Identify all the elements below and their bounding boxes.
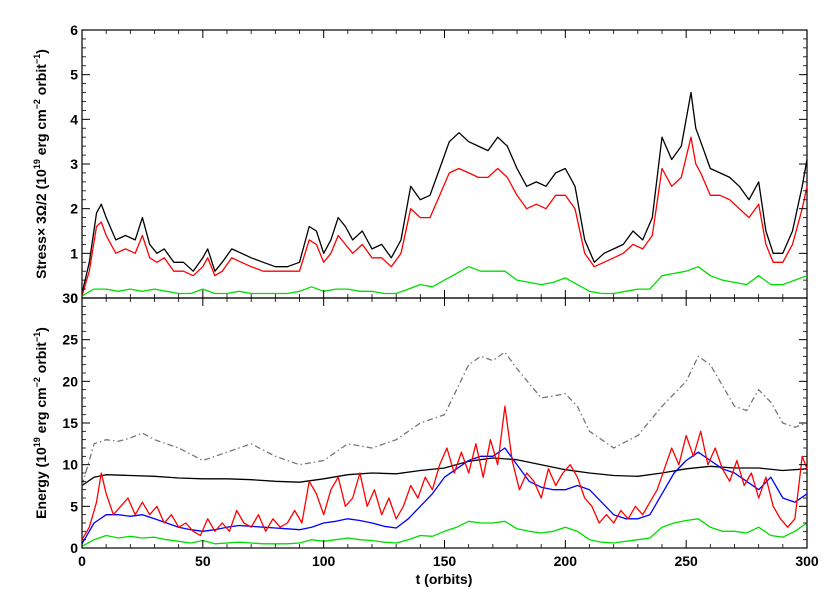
stress-series-line-3 [81, 266, 808, 297]
x-tick-label: 250 [674, 553, 698, 569]
stress-y-tick-label: 2 [70, 201, 78, 217]
energy-y-tick-label: 30 [62, 290, 78, 306]
stress-panel: 0 1 2 3 4 5 6 Stress× 3Ω/2 (1019 erg cm−2 orbi… [32, 22, 808, 306]
stress-series-line-2 [81, 136, 808, 296]
energy-y-axis-title: Energy (1019 erg cm−2 orbit−1) [32, 327, 49, 519]
stress-y-tick-label: 0 [70, 290, 78, 306]
energy-y-ticks: 0 5 10 15 20 25 30 [62, 290, 807, 556]
energy-plot-frame [81, 297, 808, 549]
energy-y-tick-label: 0 [70, 540, 78, 556]
energy-series-line-4 [81, 405, 808, 541]
stress-y-axis-title: Stress× 3Ω/2 (1019 erg cm−2 orbit−1) [32, 49, 49, 279]
energy-x-ticks: 0 50 100 150 200 250 300 [78, 298, 819, 569]
energy-panel: 0 5 10 15 20 25 30 0 50 100 150 200 250 300 Energy (… [32, 290, 819, 587]
stress-series-layer [81, 91, 808, 297]
energy-series-line-2 [81, 457, 808, 487]
stress-series-line-1 [81, 91, 808, 294]
x-tick-label: 200 [554, 553, 578, 569]
stress-y-ticks: 0 1 2 3 4 5 6 [70, 22, 807, 306]
stress-plot-frame [81, 29, 808, 299]
stress-y-tick-label: 4 [70, 111, 78, 127]
x-tick-label: 100 [312, 553, 336, 569]
x-tick-label: 0 [78, 553, 86, 569]
energy-series-layer [81, 351, 808, 547]
stress-y-tick-label: 6 [70, 22, 78, 38]
x-tick-label: 50 [195, 553, 211, 569]
x-tick-label: 150 [433, 553, 457, 569]
x-axis-title: t (orbits) [416, 571, 473, 587]
x-tick-label: 300 [795, 553, 819, 569]
stress-y-tick-label: 5 [70, 67, 78, 83]
stress-x-ticks [81, 30, 808, 298]
energy-y-tick-label: 5 [70, 498, 78, 514]
energy-y-tick-label: 15 [62, 415, 78, 431]
stress-y-tick-label: 1 [70, 245, 78, 261]
energy-y-tick-label: 20 [62, 373, 78, 389]
energy-y-tick-label: 10 [62, 457, 78, 473]
energy-series-line-1 [81, 351, 808, 486]
energy-y-tick-label: 25 [62, 332, 78, 348]
stress-y-tick-label: 3 [70, 156, 78, 172]
